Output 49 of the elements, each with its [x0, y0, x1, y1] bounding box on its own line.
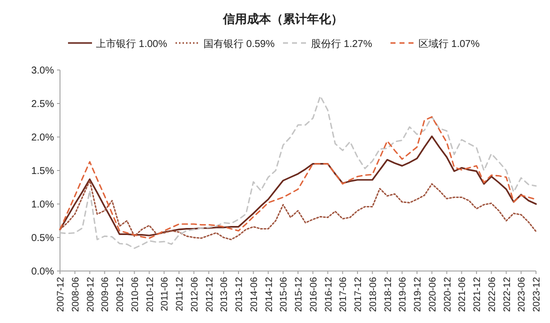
line-series — [59, 95, 537, 249]
x-tick-label: 2023-06 — [516, 277, 528, 312]
x-tick-label: 2018-12 — [382, 277, 394, 312]
x-tick-label: 2009-12 — [115, 277, 126, 312]
x-tick-label: 2016-12 — [323, 277, 334, 312]
y-tick-label: 2.0% — [31, 132, 54, 144]
legend-label: 国有银行 0.59% — [204, 38, 275, 50]
x-tick-label: 2012-12 — [204, 277, 216, 312]
x-tick-label: 2013-12 — [234, 277, 245, 312]
x-tick-label: 2021-12 — [472, 277, 483, 312]
x-tick-label: 2012-06 — [189, 277, 200, 312]
y-tick-label: 1.5% — [31, 166, 54, 177]
x-tick-label: 2019-06 — [398, 277, 409, 312]
x-tick-label: 2023-12 — [532, 277, 542, 312]
line-series — [59, 180, 537, 240]
x-tick-label: 2021-06 — [457, 277, 468, 312]
x-tick-label: 2015-06 — [278, 277, 290, 312]
y-tick-label: 2.5% — [31, 99, 54, 110]
x-tick-label: 2009-06 — [100, 277, 112, 312]
x-tick-label: 2017-06 — [338, 277, 350, 312]
x-tick-label: 2014-06 — [248, 277, 260, 312]
x-tick-label: 2011-06 — [160, 277, 171, 312]
x-tick-label: 2007-12 — [56, 277, 66, 312]
x-tick-label: 2022-12 — [502, 277, 513, 312]
line-series — [59, 136, 537, 236]
x-tick-label: 2014-12 — [264, 277, 275, 312]
y-tick-label: 1.0% — [31, 200, 54, 210]
x-tick-label: 2008-12 — [85, 277, 96, 312]
x-tick-label: 2022-06 — [486, 277, 498, 312]
chart-title: 信用成本（累计年化） — [222, 12, 343, 26]
x-tick-label: 2010-06 — [130, 277, 141, 312]
x-tick-label: 2011-12 — [174, 277, 186, 312]
x-tick-label: 2020-12 — [442, 277, 454, 312]
x-tick-label: 2015-12 — [294, 277, 304, 312]
x-tick-label: 2016-06 — [308, 277, 320, 312]
y-tick-label: 0.0% — [31, 266, 54, 278]
legend-label: 区域行 1.07% — [418, 38, 480, 50]
legend-label: 上市银行 1.00% — [96, 38, 168, 50]
x-tick-label: 2010-12 — [144, 277, 156, 312]
x-tick-label: 2017-12 — [353, 277, 364, 312]
x-tick-label: 2020-06 — [427, 277, 438, 312]
y-tick-label: 3.0% — [31, 66, 54, 76]
x-tick-label: 2018-06 — [368, 277, 379, 312]
line-series — [59, 116, 537, 239]
x-tick-label: 2019-12 — [412, 277, 424, 312]
x-tick-label: 2013-06 — [219, 277, 230, 312]
legend-label: 股份行 1.27% — [311, 39, 372, 50]
x-tick-label: 2008-06 — [70, 277, 82, 312]
y-tick-label: 0.5% — [31, 233, 54, 244]
